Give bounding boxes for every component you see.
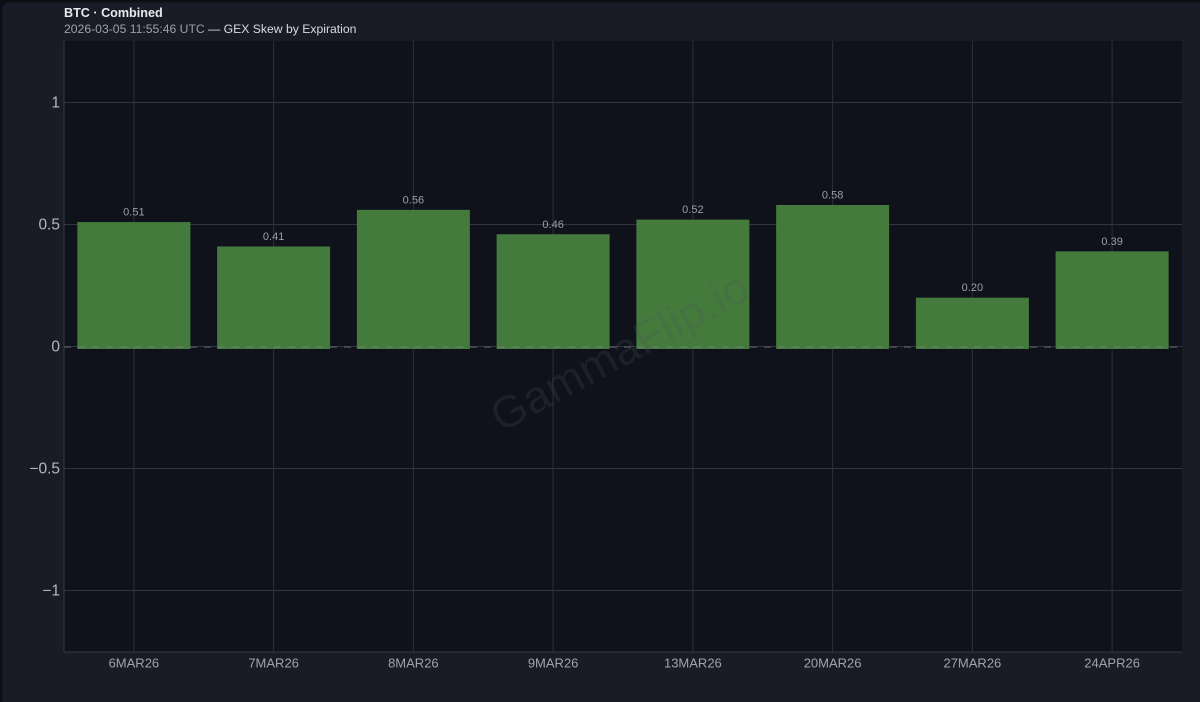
svg-text:7MAR26: 7MAR26 bbox=[248, 656, 299, 671]
svg-text:24APR26: 24APR26 bbox=[1084, 656, 1140, 671]
svg-text:20MAR26: 20MAR26 bbox=[804, 656, 862, 671]
svg-text:−0.5: −0.5 bbox=[29, 461, 60, 478]
svg-text:13MAR26: 13MAR26 bbox=[664, 656, 722, 671]
svg-text:0: 0 bbox=[51, 339, 60, 356]
svg-text:1: 1 bbox=[51, 95, 60, 112]
svg-text:0.51: 0.51 bbox=[123, 207, 144, 219]
svg-text:0.39: 0.39 bbox=[1101, 236, 1122, 248]
svg-text:8MAR26: 8MAR26 bbox=[388, 656, 439, 671]
svg-text:6MAR26: 6MAR26 bbox=[109, 656, 160, 671]
svg-text:0.41: 0.41 bbox=[263, 231, 284, 243]
svg-text:BTC · Combined: BTC · Combined bbox=[64, 6, 163, 20]
svg-text:9MAR26: 9MAR26 bbox=[528, 656, 579, 671]
svg-text:0.5: 0.5 bbox=[38, 217, 60, 234]
svg-text:27MAR26: 27MAR26 bbox=[943, 656, 1001, 671]
svg-text:0.56: 0.56 bbox=[403, 194, 424, 206]
svg-text:−1: −1 bbox=[42, 583, 60, 600]
svg-text:2026-03-05 11:55:46 UTC — GEX: 2026-03-05 11:55:46 UTC — GEX Skew by Ex… bbox=[64, 22, 356, 36]
svg-text:0.20: 0.20 bbox=[962, 282, 983, 294]
svg-text:0.46: 0.46 bbox=[542, 219, 563, 231]
svg-text:0.52: 0.52 bbox=[682, 204, 703, 216]
svg-text:0.58: 0.58 bbox=[822, 189, 843, 201]
